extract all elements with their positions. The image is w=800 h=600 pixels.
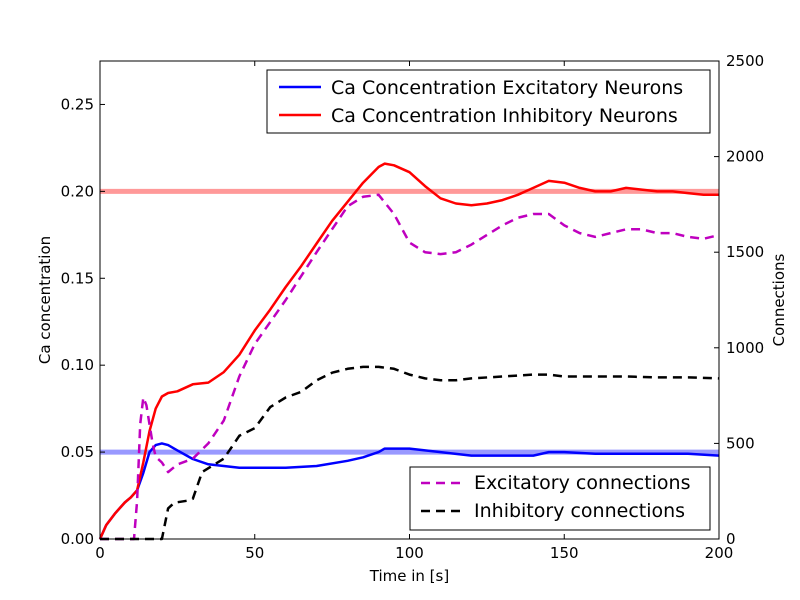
y-left-tick-label: 0.05: [61, 443, 94, 461]
legend-label-inhibitory-connections: Inhibitory connections: [474, 500, 685, 522]
x-tick-label: 0: [95, 544, 105, 562]
legend-top: Ca Concentration Excitatory Neurons Ca C…: [266, 69, 711, 134]
ticks-layer: 0 50 100 150 200 0.00 0.05 0.10 0.15 0.20 0.25 0 500…: [61, 52, 765, 562]
y-right-tick-label: 500: [726, 434, 755, 452]
y-right-tick-label: 1500: [726, 243, 764, 261]
legend-bottom: Excitatory connections Inhibitory connec…: [409, 466, 711, 531]
x-tick-label: 50: [245, 544, 264, 562]
y-left-tick-label: 0.25: [61, 95, 94, 113]
y-left-tick-label: 0.10: [61, 356, 94, 374]
series-line-2: [100, 193, 720, 541]
x-tick-label: 100: [395, 544, 424, 562]
legend-label-inhibitory-ca: Ca Concentration Inhibitory Neurons: [331, 105, 678, 127]
series-layer: [98, 162, 720, 541]
y-right-tick-label: 0: [726, 530, 736, 548]
y-left-tick-label: 0.20: [61, 182, 94, 200]
legend-top-box: [266, 69, 711, 134]
y-left-tick-label: 0.15: [61, 269, 94, 287]
y-right-tick-label: 2500: [726, 52, 764, 70]
y-right-tick-label: 1000: [726, 339, 764, 357]
y-left-tick-label: 0.00: [61, 530, 94, 548]
legend-bottom-box: [409, 466, 711, 531]
series-line-0: [98, 442, 720, 540]
series-line-1: [98, 162, 719, 540]
x-tick-label: 150: [550, 544, 579, 562]
y-axis-left-label: Ca concentration: [36, 236, 54, 364]
y-axis-right-label: Connections: [770, 253, 788, 346]
legend-label-excitatory-connections: Excitatory connections: [474, 472, 691, 494]
legend-label-excitatory-ca: Ca Concentration Excitatory Neurons: [331, 77, 683, 99]
y-right-tick-label: 2000: [726, 148, 764, 166]
series-line-3: [100, 365, 720, 541]
x-axis-label: Time in [s]: [369, 567, 449, 585]
x-tick-label: 200: [705, 544, 734, 562]
